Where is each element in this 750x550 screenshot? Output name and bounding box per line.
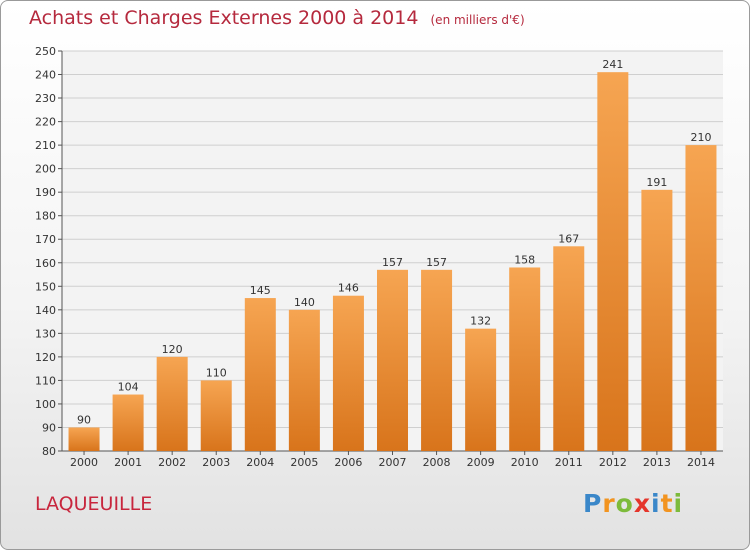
- bar-value-label: 158: [514, 253, 535, 266]
- y-tick-label: 120: [35, 351, 56, 364]
- bar: [421, 269, 453, 451]
- y-tick-label: 230: [35, 92, 56, 105]
- x-tick-label: 2010: [511, 456, 539, 469]
- y-tick-label: 80: [42, 445, 56, 458]
- bar-value-label: 191: [646, 176, 667, 189]
- logo-letter: x: [633, 489, 651, 518]
- y-tick-label: 220: [35, 116, 56, 129]
- y-tick-label: 150: [35, 280, 56, 293]
- x-tick-label: 2003: [202, 456, 230, 469]
- bar-value-label: 167: [558, 232, 579, 245]
- x-tick-label: 2011: [555, 456, 583, 469]
- logo-letter: i: [651, 489, 661, 518]
- bar: [200, 380, 232, 451]
- bar-value-label: 140: [294, 296, 315, 309]
- bar-value-label: 145: [250, 284, 271, 297]
- y-tick-label: 240: [35, 69, 56, 82]
- bar: [288, 309, 320, 451]
- bar: [156, 356, 188, 451]
- y-tick-label: 130: [35, 327, 56, 340]
- bar: [112, 394, 144, 451]
- chart-subtitle: (en milliers d'€): [430, 13, 525, 27]
- bar-value-label: 90: [77, 413, 91, 426]
- bar: [465, 328, 497, 451]
- bar-value-label: 157: [382, 256, 403, 269]
- location-label: LAQUEUILLE: [35, 493, 153, 515]
- x-tick-label: 2001: [114, 456, 142, 469]
- y-tick-label: 190: [35, 186, 56, 199]
- y-tick-label: 160: [35, 257, 56, 270]
- x-tick-label: 2008: [423, 456, 451, 469]
- y-tick-label: 110: [35, 374, 56, 387]
- proxiti-logo[interactable]: Proxiti: [583, 489, 683, 518]
- y-tick-label: 100: [35, 398, 56, 411]
- y-tick-label: 210: [35, 139, 56, 152]
- y-tick-label: 200: [35, 163, 56, 176]
- x-tick-label: 2014: [687, 456, 715, 469]
- logo-letter: o: [615, 489, 634, 518]
- bar-value-label: 210: [690, 131, 711, 144]
- logo-letter: i: [673, 489, 684, 518]
- bar: [68, 427, 100, 451]
- bar-value-label: 110: [206, 366, 227, 379]
- bar-value-label: 241: [602, 58, 623, 71]
- bar: [332, 295, 364, 451]
- y-tick-label: 90: [42, 421, 56, 434]
- logo-letter: t: [660, 489, 674, 518]
- bar-value-label: 132: [470, 315, 491, 328]
- bar: [685, 145, 717, 451]
- y-tick-label: 180: [35, 210, 56, 223]
- bar: [641, 189, 673, 451]
- chart-title-text: Achats et Charges Externes 2000 à 2014: [29, 7, 419, 29]
- y-tick-label: 140: [35, 304, 56, 317]
- bar-value-label: 157: [426, 256, 447, 269]
- x-tick-label: 2009: [467, 456, 495, 469]
- bar: [553, 246, 585, 451]
- bar-value-label: 146: [338, 282, 359, 295]
- x-tick-label: 2007: [379, 456, 407, 469]
- x-tick-label: 2002: [158, 456, 186, 469]
- bar: [377, 269, 408, 451]
- bar-value-label: 120: [162, 343, 183, 356]
- y-tick-label: 250: [35, 45, 56, 58]
- bar-value-label: 104: [118, 381, 139, 394]
- bar: [509, 267, 541, 451]
- x-tick-label: 2000: [70, 456, 98, 469]
- bar: [244, 298, 276, 451]
- chart-title: Achats et Charges Externes 2000 à 2014 (…: [29, 7, 525, 29]
- x-tick-label: 2005: [290, 456, 318, 469]
- bar: [597, 72, 629, 452]
- x-tick-label: 2013: [643, 456, 671, 469]
- logo-letter: P: [583, 489, 603, 518]
- y-tick-label: 170: [35, 233, 56, 246]
- x-tick-label: 2012: [599, 456, 627, 469]
- x-tick-label: 2006: [334, 456, 362, 469]
- logo-letter: r: [602, 489, 616, 518]
- x-tick-label: 2004: [246, 456, 274, 469]
